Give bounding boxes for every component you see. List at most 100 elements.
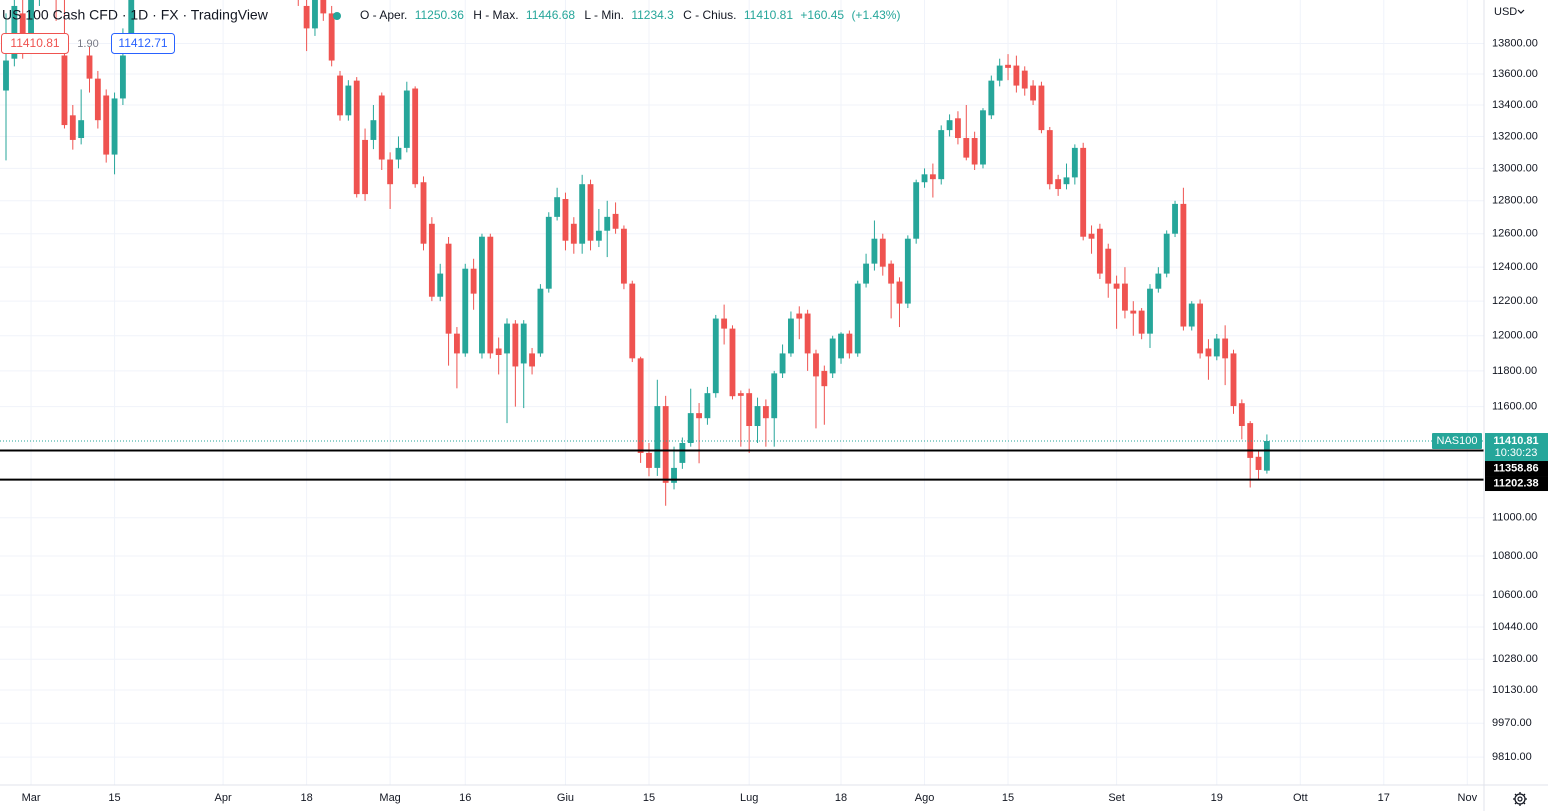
candle-body: [1205, 348, 1212, 357]
candle-body: [904, 238, 911, 304]
currency-chevron[interactable]: [1517, 9, 1525, 14]
candle-body: [1247, 423, 1254, 458]
close-value: 11410.81: [744, 8, 793, 22]
y-tick-label: 13400.00: [1492, 99, 1538, 111]
y-tick-label: 12400.00: [1492, 261, 1538, 273]
candle-body: [1063, 177, 1070, 185]
candle-body: [479, 236, 485, 354]
candle-body: [312, 0, 318, 29]
y-tick-label: 12600.00: [1492, 228, 1538, 240]
x-tick-label: 15: [643, 792, 655, 804]
candle-body: [938, 130, 945, 180]
candle-body: [453, 333, 460, 354]
x-tick-label: Apr: [215, 792, 232, 804]
candle-body: [762, 406, 769, 419]
header: US 100 Cash CFD · 1D · FX · TradingView …: [1, 7, 900, 54]
x-tick-label: 15: [1002, 792, 1014, 804]
candle-body: [86, 55, 93, 79]
settings-icon[interactable]: [1513, 792, 1527, 806]
candle-body: [696, 413, 702, 419]
candle-body: [946, 120, 953, 131]
candle-body: [846, 333, 853, 354]
candle-body: [545, 216, 552, 289]
candle-body: [395, 147, 402, 160]
last-price-tag: 11410.81: [1493, 435, 1538, 447]
buy-button[interactable]: [111, 33, 175, 54]
candle-body: [537, 288, 544, 354]
symbol-title[interactable]: US 100 Cash CFD · 1D · FX · TradingView: [2, 7, 269, 23]
candle-body: [111, 98, 118, 155]
low-value: 11234.3: [631, 8, 674, 22]
sell-price[interactable]: 11410.81: [10, 36, 59, 50]
x-tick-label: Lug: [740, 792, 758, 804]
x-tick-label: Ott: [1293, 792, 1308, 804]
time-axis-panel: [0, 785, 1548, 811]
candle-body: [1055, 179, 1062, 190]
candle-body: [78, 120, 85, 139]
x-tick-label: Set: [1108, 792, 1125, 804]
candle-body: [370, 120, 377, 140]
y-tick-label: 12200.00: [1492, 295, 1538, 307]
y-tick-label: 11800.00: [1492, 365, 1537, 377]
candle-body: [428, 223, 435, 297]
grid: [0, 0, 1484, 785]
candle-body: [963, 138, 970, 158]
candle-body: [487, 236, 494, 354]
candle-body: [779, 353, 786, 374]
y-tick-label: 10280.00: [1492, 653, 1538, 665]
candle-body: [1172, 203, 1178, 234]
candle-body: [387, 159, 394, 185]
sell-button[interactable]: [1, 33, 69, 54]
candle-body: [679, 443, 686, 463]
candle-body: [980, 110, 986, 165]
candle-body: [1188, 303, 1195, 327]
candle-body: [1096, 228, 1103, 274]
candle-body: [1230, 353, 1237, 407]
x-tick-label: 16: [459, 792, 471, 804]
candle-body: [445, 243, 452, 334]
candle-body: [337, 75, 343, 116]
candle-body: [570, 223, 577, 244]
candle-body: [595, 230, 602, 241]
y-tick-label: 13000.00: [1492, 162, 1538, 174]
candle-body: [712, 318, 719, 394]
candle-body: [913, 182, 920, 239]
x-tick-label: 18: [300, 792, 312, 804]
candle-body: [1105, 248, 1112, 284]
candle-body: [687, 413, 694, 444]
candle-body: [562, 198, 569, 241]
candle-body: [69, 115, 76, 140]
candle-body: [61, 55, 68, 126]
candle-body: [1013, 65, 1020, 86]
candle-body: [119, 55, 126, 99]
candle-body: [829, 338, 836, 374]
candle-body: [746, 393, 753, 427]
candle-body: [1030, 85, 1037, 101]
change-value: +160.45: [800, 8, 844, 22]
x-tick-label: 18: [835, 792, 847, 804]
candle-body: [896, 281, 903, 304]
candle-body: [863, 263, 870, 284]
candle-body: [1255, 456, 1262, 470]
candle-body: [3, 60, 9, 91]
candle-body: [629, 283, 636, 359]
candle-body: [1180, 203, 1187, 327]
candle-body: [1038, 85, 1045, 131]
candle-body: [470, 268, 477, 294]
candle-body: [378, 95, 385, 160]
x-tick-label: 19: [1211, 792, 1223, 804]
spread: 1.90: [77, 38, 98, 50]
market-status[interactable]: [333, 12, 341, 20]
currency[interactable]: USD: [1494, 6, 1517, 18]
candle-body: [854, 283, 861, 354]
horizontal-line-tag-box: [1485, 476, 1548, 492]
candle-body: [1005, 64, 1011, 68]
buy-price[interactable]: 11412.71: [118, 36, 167, 50]
candle-body: [871, 238, 878, 264]
candle-body: [813, 353, 819, 377]
gear-hub: [1517, 796, 1523, 802]
candle-body: [704, 393, 711, 419]
candle-body: [320, 0, 327, 14]
candle-body: [804, 313, 811, 354]
